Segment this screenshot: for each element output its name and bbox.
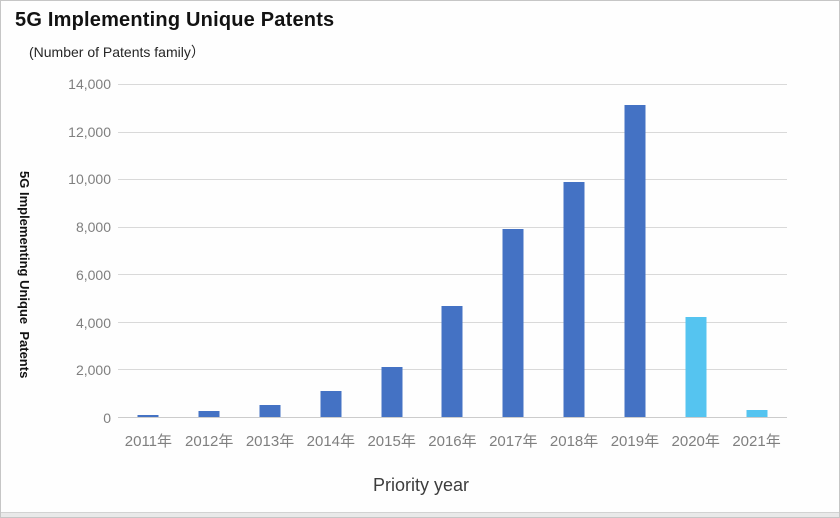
bar-slot (483, 84, 544, 417)
x-tick-label: 2019年 (610, 433, 660, 450)
bar-slot (544, 84, 605, 417)
bar-slot (118, 84, 179, 417)
x-tick-label: 2015年 (367, 433, 416, 450)
chart-title: 5G Implementing Unique Patents (15, 9, 335, 31)
gridline (118, 131, 787, 133)
bar-slot (240, 84, 301, 417)
y-tick-label: 12,000 (68, 123, 111, 140)
bar-series (118, 84, 787, 417)
x-tick-label: 2017年 (489, 433, 538, 450)
bar-slot (665, 84, 726, 417)
x-tick-label: 2021年 (732, 433, 781, 450)
bar-2020年 (685, 317, 707, 417)
x-tick-label: 2012年 (185, 433, 234, 450)
x-tick-label: 2016年 (428, 433, 477, 450)
bar-slot (605, 84, 666, 417)
x-axis-tick-labels: 2011年 2012年 2013年 2014年 2015年 2016年 2017年 2018年… (118, 430, 787, 451)
x-tick-label: 2013年 (245, 433, 295, 450)
bar-slot (361, 84, 422, 417)
y-tick-label: 0 (103, 410, 111, 426)
x-tick-label: 2014年 (306, 433, 356, 450)
bottom-scrollbar-band (1, 512, 839, 517)
x-tick-label: 2011年 (124, 433, 173, 450)
bar-slot (179, 84, 240, 417)
bar-slot (300, 84, 361, 417)
gridline (118, 84, 787, 85)
chart-subtitle: (Number of Patents family） (29, 44, 205, 60)
y-tick-label: 4,000 (75, 314, 111, 331)
y-tick-label: 8,000 (75, 219, 111, 236)
gridline (118, 179, 787, 181)
gridline (118, 226, 787, 228)
x-tick-label: 2020年 (671, 433, 720, 450)
bar-slot (726, 84, 787, 417)
y-axis-tick-labels: 14,000 12,000 10,000 8,000 6,000 4,000 2,000 0 (1, 76, 111, 426)
bar-2014年 (320, 390, 342, 417)
y-tick-label: 14,000 (68, 76, 111, 92)
y-tick-label: 6,000 (75, 266, 111, 283)
y-axis-title: 5G Implementing Unique Patents (17, 171, 32, 379)
y-tick-label: 10,000 (68, 171, 111, 188)
bar-2017年 (502, 229, 524, 417)
gridline (118, 274, 787, 276)
bar-2011年 (137, 414, 159, 417)
y-tick-label: 2,000 (75, 362, 111, 379)
bar-2013年 (259, 405, 281, 417)
bar-2019年 (624, 105, 646, 417)
bar-slot (422, 84, 483, 417)
x-tick-label: 2018年 (549, 433, 599, 450)
x-axis-title: Priority year (372, 475, 470, 495)
bar-2016年 (441, 306, 463, 417)
bar-2018年 (563, 181, 585, 417)
bar-2015年 (381, 367, 403, 417)
bar-2021年 (746, 409, 768, 417)
bar-2012年 (198, 411, 220, 417)
plot-area (118, 84, 787, 418)
